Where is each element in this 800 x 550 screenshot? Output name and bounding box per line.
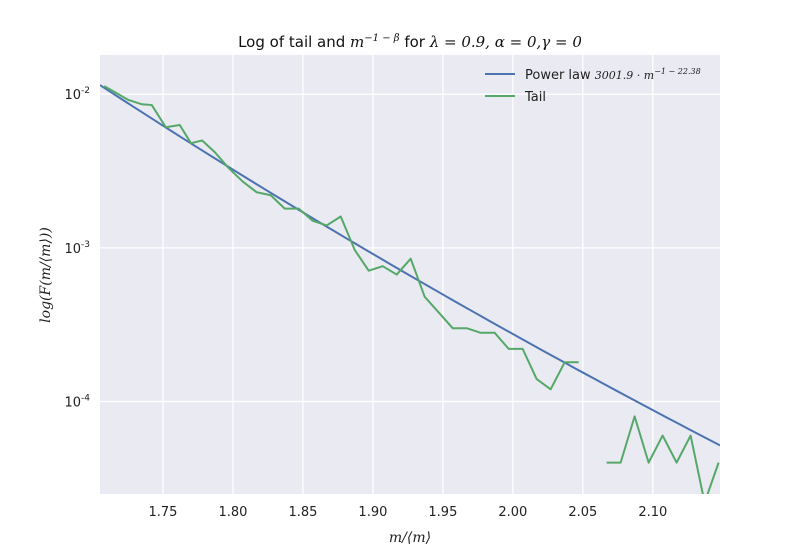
x-tick-label: 1.75 xyxy=(149,505,178,520)
title-params: λ = 0.9, α = 0,γ = 0 xyxy=(429,33,583,51)
y-tick-labels: 10-2 10-3 10-4 xyxy=(64,86,90,410)
legend-power-law-name: Power law xyxy=(525,68,591,83)
x-tick-label: 1.95 xyxy=(428,505,457,520)
title-prefix: Log of tail and xyxy=(238,33,350,51)
x-tick-label: 2.10 xyxy=(638,505,667,520)
legend-label-tail: Tail xyxy=(524,90,546,105)
x-tick-label: 2.05 xyxy=(568,505,597,520)
series-layer xyxy=(100,84,720,494)
title-math-sup: −1 − β xyxy=(364,33,399,44)
legend: Power law 3001.9 · m−1 − 22.38 Tail xyxy=(485,67,701,105)
x-tick-labels: 1.75 1.80 1.85 1.90 1.95 2.00 2.05 2.10 xyxy=(149,505,668,520)
grid xyxy=(100,55,720,494)
legend-label-power-law: Power law 3001.9 · m−1 − 22.38 xyxy=(525,67,701,83)
y-tick-label: 10-2 xyxy=(64,86,90,103)
x-tick-label: 1.85 xyxy=(288,505,317,520)
title-math-m: m xyxy=(350,33,364,51)
x-axis-label: m/⟨m⟩ xyxy=(389,530,431,546)
chart-title: Log of tail and m−1 − β for λ = 0.9, α =… xyxy=(238,33,582,51)
x-tick-label: 1.90 xyxy=(358,505,387,520)
power-law-line xyxy=(100,84,720,447)
x-tick-label: 1.80 xyxy=(218,505,247,520)
legend-power-law-sup: −1 − 22.38 xyxy=(654,67,700,76)
tail-line xyxy=(606,415,720,494)
x-tick-label: 2.00 xyxy=(498,505,527,520)
y-tick-label: 10-4 xyxy=(64,393,90,410)
legend-power-law-formula: 3001.9 · m xyxy=(595,69,654,82)
y-tick-label: 10-3 xyxy=(64,240,90,257)
y-axis-label: log(F(m/⟨m⟩)) xyxy=(38,227,54,323)
tail-line xyxy=(103,85,579,391)
title-middle: for xyxy=(400,33,430,51)
